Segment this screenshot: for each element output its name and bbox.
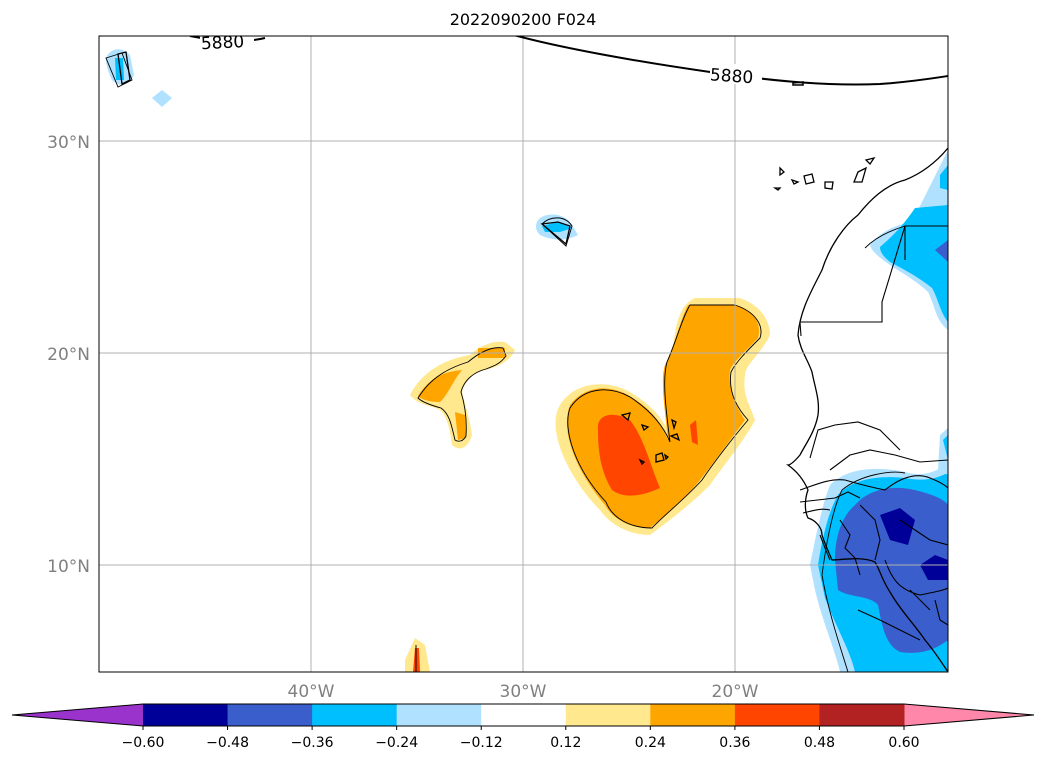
lon-label-40w: 40°W [288, 682, 335, 702]
colorbar-extend-max [904, 704, 1034, 726]
lon-label-20w: 20°W [712, 682, 759, 702]
colorbar-bin [396, 704, 482, 726]
country-borders [799, 225, 948, 641]
positive-anomaly-west [410, 341, 515, 449]
colorbar-tick-label: −0.12 [460, 735, 503, 751]
colorbar-bin [565, 704, 651, 726]
colorbar-bin [819, 704, 905, 726]
red-orange-core [597, 414, 660, 496]
contour-label-5880: 5880 [709, 65, 754, 88]
colorbar-extend-min [12, 704, 143, 726]
negative-anomaly-small [106, 49, 578, 240]
geopotential-5880-contour [513, 36, 948, 86]
colorbar-tick-label: −0.60 [122, 735, 165, 751]
colorbar-tick-label: −0.48 [206, 735, 249, 751]
colorbar-bin [227, 704, 313, 726]
plot-area: 5880 5880 [99, 32, 948, 672]
red-orange-small [690, 420, 698, 445]
colorbar-bin [481, 704, 567, 726]
lat-label-30n: 30°N [47, 133, 90, 153]
map-title: 2022090200 F024 [450, 10, 597, 29]
colorbar: −0.60 −0.48 −0.36 −0.24 −0.12 0.12 0.24 0.36 0.4… [11, 703, 1035, 751]
contour-label-5880-west: 5880 [200, 32, 244, 54]
colorbar-tick-label: 0.12 [550, 735, 581, 751]
colorbar-tick-label: 0.60 [888, 735, 919, 751]
colorbar-bin [734, 704, 820, 726]
colorbar-tick-label: 0.24 [635, 735, 666, 751]
colorbar-bin [312, 704, 398, 726]
positive-anomaly-v-shape [555, 298, 770, 535]
colorbar-bin [650, 704, 736, 726]
lat-label-20n: 20°N [47, 345, 90, 365]
negative-anomaly-sahara [870, 150, 948, 475]
colorbar-tick-label: 0.36 [719, 735, 750, 751]
map-frame [98, 35, 949, 673]
colorbar-tick-label: −0.24 [375, 735, 418, 751]
negative-anomaly-africa-coast [810, 462, 948, 672]
map-gridlines [99, 36, 948, 672]
colorbar-bin [143, 704, 229, 726]
lon-label-30w: 30°W [500, 682, 547, 702]
lat-label-10n: 10°N [47, 557, 90, 577]
coastlines [117, 51, 948, 672]
colorbar-tick-label: 0.48 [804, 735, 835, 751]
colorbar-tick-label: −0.36 [291, 735, 334, 751]
